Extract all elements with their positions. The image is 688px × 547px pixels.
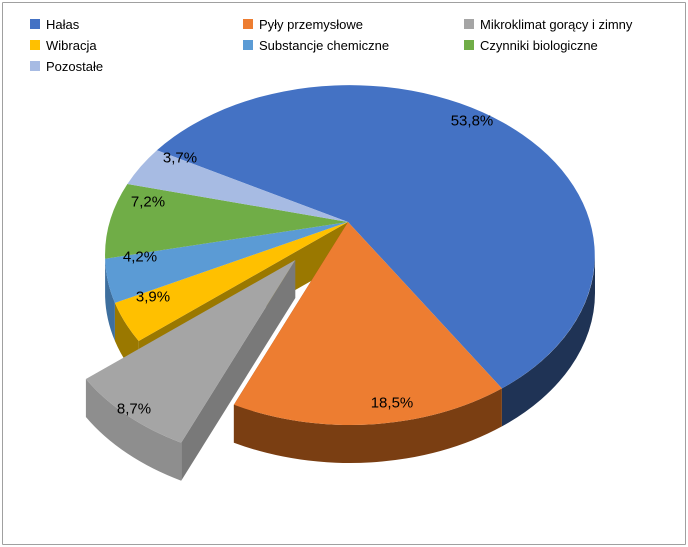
mikroklimat-goracy-i-zimny-side-wall <box>85 379 182 481</box>
pie-slice-pozostale[interactable] <box>127 150 349 222</box>
pie-slice-pyly-przemyslowe[interactable] <box>233 222 502 426</box>
data-label-mikroklimat-goracy-i-zimny: 8,7% <box>117 401 151 418</box>
legend-swatch-mikroklimat-goracy-i-zimny <box>464 19 474 29</box>
legend-swatch-pyly-przemyslowe <box>243 19 253 29</box>
substancje-chemiczne-side-wall <box>105 258 115 341</box>
legend-item-halas[interactable]: Hałas <box>30 16 79 32</box>
legend-swatch-substancje-chemiczne <box>243 40 253 50</box>
legend-swatch-czynniki-biologiczne <box>464 40 474 50</box>
pie-slice-substancje-chemiczne[interactable] <box>105 222 348 303</box>
legend-label: Hałas <box>46 16 80 32</box>
legend-label: Mikroklimat gorący i zimny <box>480 16 633 32</box>
legend-item-mikroklimat-goracy-i-zimny[interactable]: Mikroklimat gorący i zimny <box>464 16 632 32</box>
legend-swatch-pozostale <box>30 61 40 71</box>
legend-label: Czynniki biologiczne <box>480 37 598 53</box>
pyly-przemyslowe-side-wall <box>233 388 502 464</box>
legend-item-substancje-chemiczne[interactable]: Substancje chemiczne <box>243 37 389 53</box>
legend-swatch-wibracja <box>30 40 40 50</box>
mikroklimat-goracy-i-zimny-edge-wall <box>181 260 296 481</box>
legend-item-czynniki-biologiczne[interactable]: Czynniki biologiczne <box>464 37 598 53</box>
pie-slice-mikroklimat-goracy-i-zimny[interactable] <box>85 260 296 443</box>
data-label-substancje-chemiczne: 4,2% <box>123 249 157 266</box>
legend-item-pozostale[interactable]: Pozostałe <box>30 58 103 74</box>
data-label-pyly-przemyslowe: 18,5% <box>371 395 414 412</box>
data-label-czynniki-biologiczne: 7,2% <box>131 194 165 211</box>
data-label-wibracja: 3,9% <box>136 289 170 306</box>
pie-slice-wibracja[interactable] <box>114 222 349 341</box>
pie-slice-halas[interactable] <box>156 85 595 389</box>
data-label-pozostale: 3,7% <box>163 150 197 167</box>
data-label-halas: 53,8% <box>451 113 494 130</box>
legend-item-wibracja[interactable]: Wibracja <box>30 37 97 53</box>
legend-label: Pozostałe <box>46 58 104 74</box>
halas-side-wall <box>501 255 595 427</box>
legend-swatch-halas <box>30 19 40 29</box>
legend-label: Substancje chemiczne <box>259 37 390 53</box>
legend-label: Wibracja <box>46 37 97 53</box>
pie-slice-czynniki-biologiczne[interactable] <box>105 184 349 259</box>
chart-legend: Hałas Pyły przemysłowe Mikroklimat gorący … <box>0 0 688 80</box>
legend-item-pyly-przemyslowe[interactable]: Pyły przemysłowe <box>243 16 363 32</box>
legend-label: Pyły przemysłowe <box>259 16 364 32</box>
